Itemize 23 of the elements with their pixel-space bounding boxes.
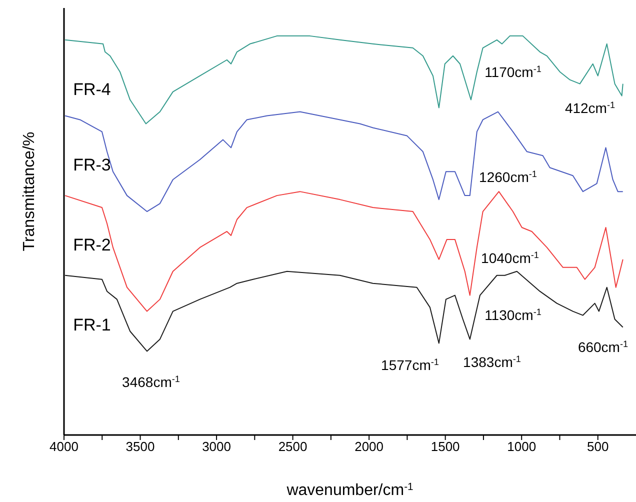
annotation: 3468cm$^{-1}$: [122, 374, 180, 390]
annotation: 1170cm$^{-1}$: [484, 64, 542, 80]
annotation: 1040cm$^{-1}$: [481, 250, 539, 266]
series-label: FR-1: [73, 315, 111, 334]
x-tick-label: 4000: [50, 439, 78, 454]
x-tick-label: 2500: [278, 439, 308, 454]
y-axis-title: Transmittance/%: [21, 132, 38, 252]
series-label: FR-3: [73, 156, 111, 175]
series-label: FR-4: [73, 80, 111, 99]
x-tick-label: 1500: [430, 439, 460, 454]
annotation: 660cm$^{-1}$: [578, 339, 628, 355]
x-tick-label: 3000: [202, 439, 231, 454]
x-axis-title: wavenumber/cm$^{-1}$: [286, 482, 414, 499]
series-label: FR-2: [73, 236, 111, 255]
x-tick-label: 3500: [126, 439, 155, 454]
x-tick-label: 1000: [507, 439, 536, 454]
annotation: 1260cm$^{-1}$: [479, 169, 537, 185]
annotation: 1577cm$^{-1}$: [381, 357, 439, 373]
annotation: 1383cm$^{-1}$: [463, 354, 521, 370]
annotation: 1130cm$^{-1}$: [484, 307, 542, 323]
x-tick-label: 2000: [354, 439, 384, 454]
annotation: 412cm$^{-1}$: [564, 100, 616, 116]
x-tick-label: 500: [587, 439, 609, 454]
